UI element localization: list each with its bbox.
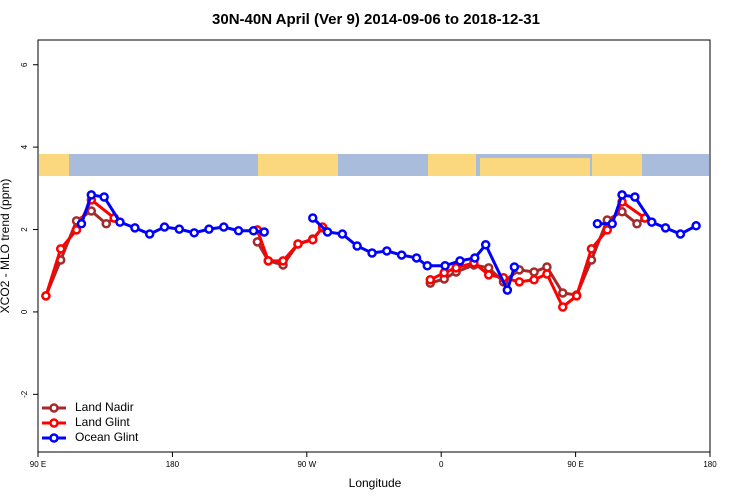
data-point [71,225,82,235]
map-land [39,154,69,176]
y-tick-label: 2 [20,227,29,232]
data-point [647,217,657,227]
data-point [219,222,229,232]
map-land [428,154,476,176]
data-point [483,270,494,280]
chart-title: 30N-40N April (Ver 9) 2014-09-06 to 2018… [212,11,540,28]
legend-label: Land Nadir [75,400,134,414]
map-band [39,154,709,176]
data-point [189,228,199,238]
data-point [529,267,539,277]
data-point [455,256,465,266]
data-point [509,262,520,272]
data-point [337,229,348,239]
data-point [159,222,170,232]
data-point [259,227,269,237]
data-point [204,224,214,234]
legend-marker [49,418,59,428]
y-tick-label: 4 [20,144,29,149]
x-tick-label: 90 W [297,460,316,469]
x-tick-label: 90 E [30,460,46,469]
data-point [308,213,318,223]
data-point [308,235,318,245]
data-point [174,224,185,234]
data-point [425,275,436,285]
data-point [542,269,552,279]
plot-frame [37,39,711,453]
data-point [586,244,597,254]
data-point [502,285,513,295]
x-tick-label: 90 E [567,460,583,469]
data-point [278,256,288,266]
x-tick-label: 180 [703,460,717,469]
data-point [617,190,627,200]
data-point [396,250,407,260]
data-point [571,291,582,301]
data-point [451,263,461,273]
data-point [55,244,66,254]
data-point [76,219,87,229]
y-tick-label: 0 [20,309,29,314]
legend-label: Ocean Glint [75,430,139,444]
x-axis-label: Longitude [349,476,402,490]
data-point [86,206,97,216]
series-line [44,197,646,310]
data-point [352,241,362,251]
y-axis-label: XCO2 - MLO trend (ppm) [0,179,12,314]
data-point [660,223,671,233]
data-point [675,229,686,239]
data-point [607,219,617,229]
data-point [630,192,640,202]
y-tick-label: -2 [20,390,29,398]
data-point [558,288,568,298]
data-point [41,291,51,301]
data-point [322,227,333,237]
map-land [258,154,338,176]
data-point [558,302,568,312]
data-point [617,207,627,217]
map-land [480,158,590,176]
data-point [470,253,480,263]
legend-marker [49,403,59,413]
data-point [632,219,642,229]
data-point [86,190,97,200]
data-point [263,256,274,266]
series-line [80,193,697,295]
data-point [480,240,491,250]
data-point [101,219,111,229]
data-point [367,248,377,258]
legend-marker [49,433,59,443]
data-point [691,221,701,231]
data-point [99,192,109,202]
x-tick-label: 0 [439,460,444,469]
data-point [382,246,392,256]
data-point [514,277,525,287]
data-point [233,226,244,236]
data-point [115,217,125,227]
data-point [130,223,140,233]
data-point [602,225,613,235]
data-point [529,275,539,285]
data-point [422,261,433,271]
x-tick-label: 180 [166,460,180,469]
data-point [411,253,422,263]
data-point [144,229,155,239]
data-point [592,219,603,229]
map-land [592,154,642,176]
y-tick-label: 6 [20,62,29,67]
data-point [248,226,259,236]
data-point [293,239,303,249]
legend-label: Land Glint [75,415,130,429]
data-point [440,261,450,271]
